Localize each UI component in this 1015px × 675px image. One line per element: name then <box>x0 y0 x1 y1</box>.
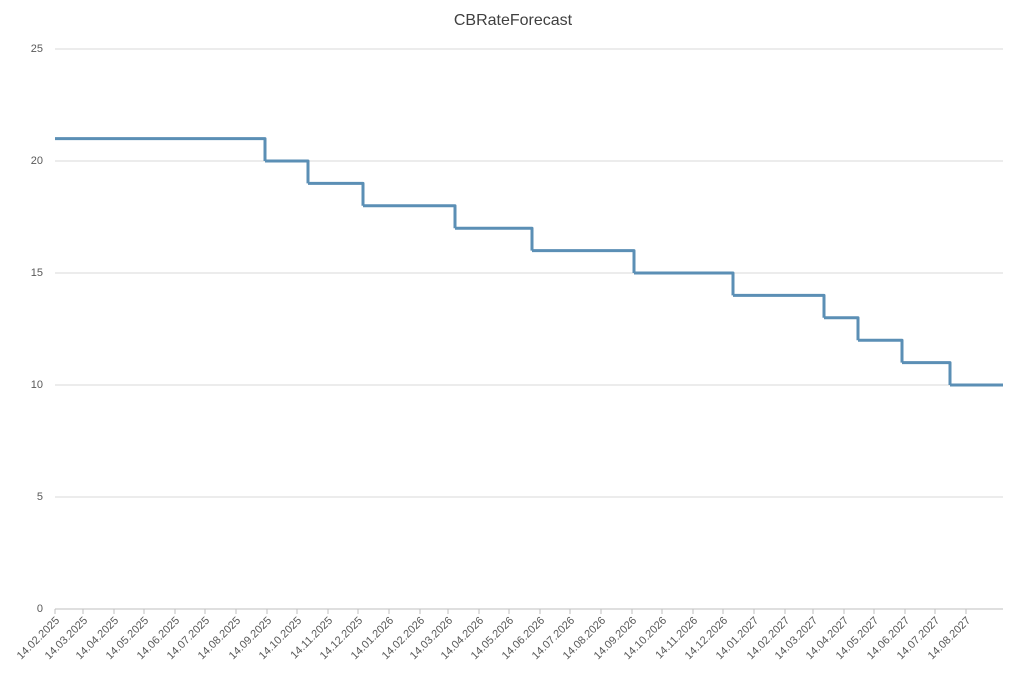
step-segment <box>455 226 534 251</box>
step-segment <box>308 181 365 206</box>
y-tick-label: 15 <box>31 267 43 279</box>
y-tick-label: 20 <box>31 155 43 167</box>
y-tick-label: 10 <box>31 379 43 391</box>
y-tick-label: 25 <box>31 43 43 55</box>
step-segment <box>532 249 636 273</box>
step-segment <box>363 204 457 229</box>
step-segment <box>824 316 860 341</box>
step-segment <box>634 271 735 296</box>
y-tick-label: 5 <box>37 491 43 503</box>
step-segment <box>733 293 826 318</box>
step-segment <box>858 338 904 363</box>
step-segment <box>55 137 267 161</box>
step-segment <box>902 361 952 385</box>
y-tick-label: 0 <box>37 603 43 615</box>
chart-title: CBRateForecast <box>454 12 573 29</box>
step-segment <box>265 159 310 184</box>
